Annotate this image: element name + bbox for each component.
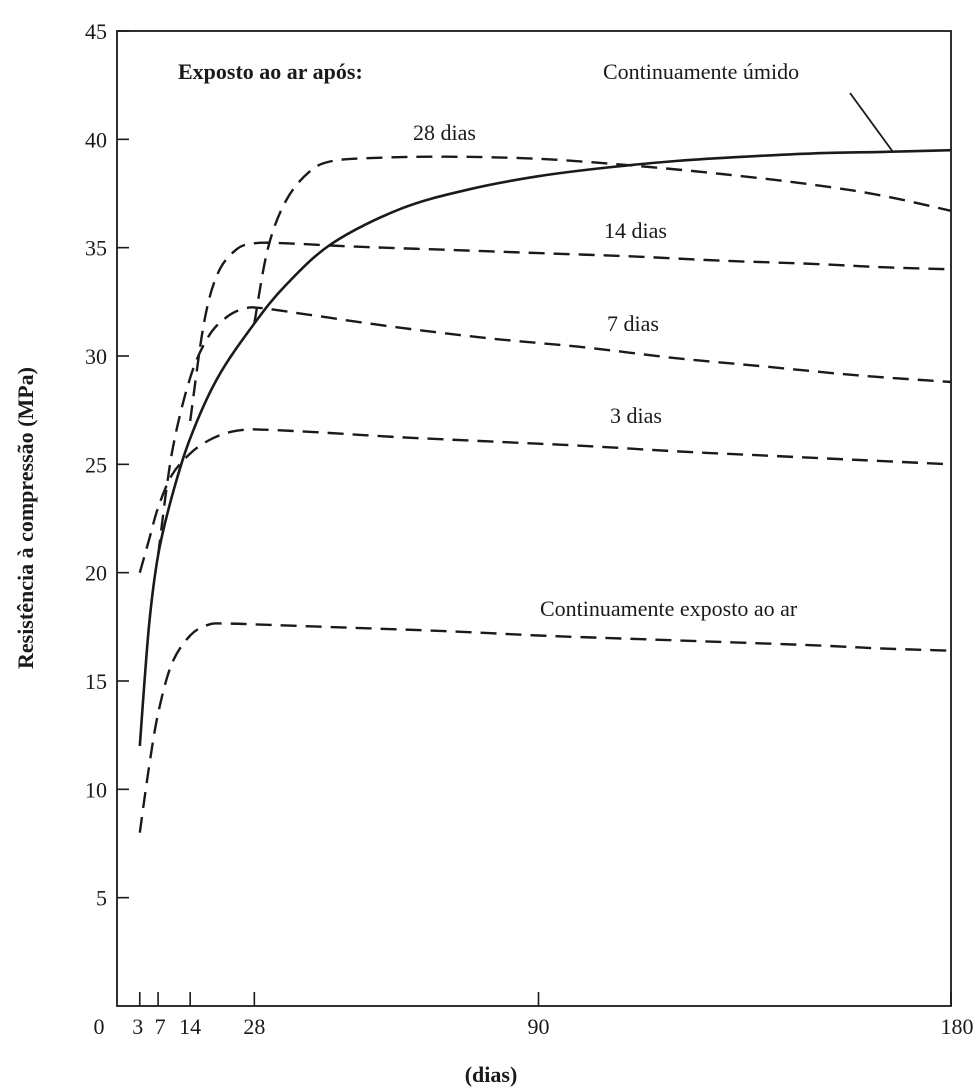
- y-tick-label-10: 10: [85, 777, 107, 802]
- tick-labels: 5 10 15 20 25 30 35 40 45 0 3 7 14 28 90 180: [85, 19, 974, 1039]
- y-tick-label-30: 30: [85, 344, 107, 369]
- y-tick-label-35: 35: [85, 236, 107, 261]
- plot-border: [116, 30, 952, 1007]
- series-line-2: [189, 241, 952, 422]
- x-tick-label-90: 90: [528, 1014, 550, 1039]
- x-tick-label-14: 14: [179, 1014, 201, 1039]
- header-annotation: Exposto ao ar após:: [178, 59, 363, 84]
- tick-marks: [117, 30, 952, 1006]
- annotations: Exposto ao ar após: Continuamente úmido …: [178, 59, 894, 621]
- y-tick-label-5: 5: [96, 886, 107, 911]
- series-label-continuamente-exposto: Continuamente exposto ao ar: [540, 596, 798, 621]
- series-line-0: [138, 148, 952, 747]
- y-tick-label-45: 45: [85, 19, 107, 44]
- series-label-3-dias: 3 dias: [610, 403, 662, 428]
- series-label-continuamente-umido: Continuamente úmido: [603, 59, 799, 84]
- y-tick-label-25: 25: [85, 452, 107, 477]
- series-label-28-dias: 28 dias: [413, 120, 476, 145]
- y-tick-label-40: 40: [85, 127, 107, 152]
- x-tick-label-180: 180: [941, 1014, 974, 1039]
- series-line-4: [138, 428, 952, 574]
- series-line-1: [253, 155, 952, 324]
- series-label-14-dias: 14 dias: [604, 218, 667, 243]
- plot-frame: [116, 30, 952, 1007]
- series-lines: [138, 148, 952, 833]
- y-tick-label-20: 20: [85, 561, 107, 586]
- y-axis-label: Resistência à compressão (MPa): [13, 367, 38, 669]
- series-line-3: [156, 306, 952, 556]
- series-line-5: [138, 622, 952, 833]
- x-axis-label: (dias): [465, 1062, 518, 1087]
- series-label-7-dias: 7 dias: [607, 311, 659, 336]
- x-tick-label-7: 7: [155, 1014, 166, 1039]
- x-tick-label-28: 28: [243, 1014, 265, 1039]
- x-tick-label-0: 0: [94, 1014, 105, 1039]
- leader-line-continuamente-umido: [849, 92, 894, 153]
- x-tick-label-3: 3: [132, 1014, 143, 1039]
- y-tick-label-15: 15: [85, 669, 107, 694]
